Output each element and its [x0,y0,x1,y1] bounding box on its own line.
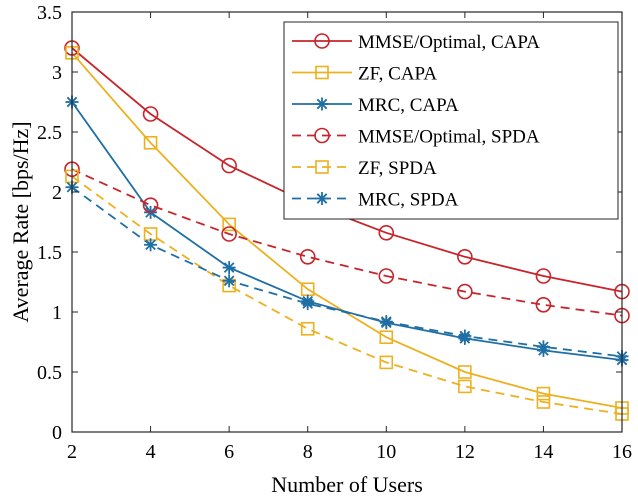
legend: MMSE/Optimal, CAPA ZF, CAPA MRC, CAPA MMSE/… [283,21,619,220]
data-point-s3-6 [535,296,552,313]
data-point-s2-2 [222,261,236,275]
legend-label: ZF, CAPA [358,64,437,85]
x-axis-title: Number of Users [271,472,423,497]
data-point-s0-5 [457,248,473,265]
y-tick-label: 2 [52,182,62,204]
data-point-s4-4 [379,355,394,370]
y-tick-label: 1.5 [37,242,62,264]
legend-box [283,21,619,220]
y-tick-label: 0 [52,422,62,444]
x-tick-label: 4 [146,441,156,463]
legend-marker [315,192,329,205]
data-point-s5-5 [458,329,472,343]
legend-label: MMSE/Optimal, CAPA [358,32,540,53]
plot-area-frame [71,11,623,433]
data-point-s5-2 [222,274,236,288]
x-tick-label: 16 [612,441,632,463]
legend-marker [314,127,330,144]
data-point-s3-5 [457,283,473,300]
x-tick-label: 14 [533,441,553,463]
legend-item: ZF, SPDA [292,158,437,179]
series-line-5 [71,186,623,358]
data-point-s3-3 [299,248,316,265]
legend-marker [315,97,329,111]
data-point-s0-1 [142,106,159,122]
data-point-s5-3 [301,297,315,311]
y-tick-label: 1 [52,302,62,324]
legend-item: MRC, SPDA [292,190,459,211]
legend-marker [314,33,330,49]
legend-item: MMSE/Optimal, SPDA [292,127,540,148]
data-point-s1-2 [222,217,236,232]
legend-label: ZF, SPDA [358,158,437,179]
plot-lines [71,47,623,415]
legend-label: MRC, SPDA [358,190,459,211]
y-tick-label: 3 [52,62,62,84]
data-point-s1-4 [379,330,394,345]
x-tick-label: 10 [376,441,396,463]
y-axis-title: Average Rate [bps/Hz] [8,121,33,322]
data-point-s1-6 [536,386,551,401]
data-point-s1-1 [143,136,158,150]
data-point-s5-4 [379,315,393,329]
y-tick-label: 0.5 [37,362,62,384]
axis-tick-labels: 2 4 6 8 10 12 14 16 0 0.5 1 1.5 2 2.5 3 3.5 [37,2,632,463]
data-point-s0-6 [535,268,552,284]
data-point-s5-1 [144,238,158,252]
x-tick-label: 2 [67,441,77,463]
y-tick-label: 2.5 [37,122,62,144]
legend-label: MRC, CAPA [358,95,459,116]
x-tick-label: 12 [455,441,475,463]
plot-markers [64,40,630,421]
data-point-s4-6 [536,395,551,409]
data-point-s3-1 [142,197,159,213]
legend-marker [315,160,329,174]
data-point-s0-2 [221,157,237,174]
legend-marker [315,65,329,80]
y-tick-label: 3.5 [37,2,62,24]
x-tick-label: 6 [224,441,234,463]
x-tick-label: 8 [303,441,313,463]
data-point-s1-5 [458,365,472,379]
legend-item: ZF, CAPA [292,64,437,85]
data-point-s4-5 [458,379,472,394]
series-line-4 [71,175,623,415]
legend-item: MRC, CAPA [292,95,459,116]
legend-label: MMSE/Optimal, SPDA [358,127,540,148]
data-point-s3-2 [221,226,237,242]
series-line-3 [71,168,623,317]
data-point-s4-3 [300,321,315,336]
data-point-s5-6 [536,340,550,354]
data-point-s3-4 [378,268,395,284]
legend-item: MMSE/Optimal, CAPA [292,32,540,53]
data-point-s0-4 [378,225,395,241]
